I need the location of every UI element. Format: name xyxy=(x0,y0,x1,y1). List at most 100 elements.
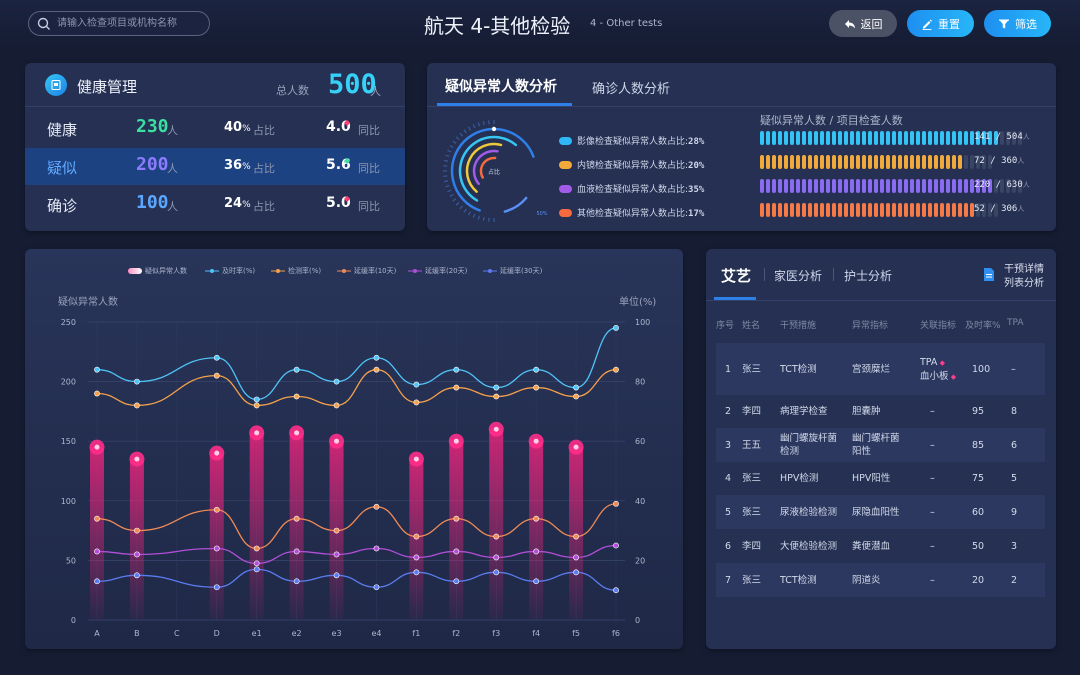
series-point[interactable] xyxy=(134,378,140,385)
tab-nurse[interactable]: 护士分析 xyxy=(844,269,893,283)
series-point[interactable] xyxy=(333,527,340,534)
table-row[interactable]: 4 张三 HPV检测 HPV阳性 – 75 5 xyxy=(716,462,1045,495)
series-point[interactable] xyxy=(333,402,340,409)
tab-aiyi[interactable]: 艾艺 xyxy=(721,267,752,285)
series-point[interactable] xyxy=(613,587,619,594)
series-point[interactable] xyxy=(533,384,540,391)
series-point[interactable] xyxy=(493,384,500,391)
bar[interactable] xyxy=(249,432,264,620)
series-point[interactable] xyxy=(213,545,220,552)
series-point[interactable] xyxy=(134,572,140,579)
bar[interactable] xyxy=(489,429,504,620)
series-point[interactable] xyxy=(213,372,220,379)
series-point[interactable] xyxy=(253,402,260,409)
chart-legend-item[interactable]: 延缓率(10天) xyxy=(337,266,396,276)
series-point[interactable] xyxy=(293,548,300,555)
series-point[interactable] xyxy=(413,381,420,388)
health-row[interactable]: 疑似 200 人 36% 占比 5.6 ◆ 同比 xyxy=(25,148,405,185)
series-point[interactable] xyxy=(213,584,220,591)
bar[interactable] xyxy=(209,453,224,620)
series-point[interactable] xyxy=(293,393,300,400)
chart-legend-item[interactable]: 延缓率(20天) xyxy=(408,266,467,276)
series-point[interactable] xyxy=(573,569,579,576)
tab-suspected[interactable]: 疑似异常人数分析 xyxy=(445,79,557,95)
series-point[interactable] xyxy=(453,578,460,585)
series-point[interactable] xyxy=(573,554,579,561)
chart-legend-item[interactable]: 及时率(%) xyxy=(205,266,255,276)
series-point[interactable] xyxy=(373,354,380,361)
table-row[interactable]: 1 张三 TCT检测 宫颈糜烂 TPA ◆ 血小板 ◆ 100– xyxy=(716,343,1045,395)
table-row[interactable]: 6 李四 大便检验检测 粪便潜血 – 50 3 xyxy=(716,529,1045,563)
table-row[interactable]: 2 李四 病理学检查 胆囊肿 – 95 8 xyxy=(716,395,1045,428)
series-point[interactable] xyxy=(493,569,500,576)
bar[interactable] xyxy=(409,459,424,620)
bar[interactable] xyxy=(569,447,584,620)
series-point[interactable] xyxy=(333,551,340,558)
series-point[interactable] xyxy=(213,506,220,513)
series-point[interactable] xyxy=(94,578,100,585)
series-point[interactable] xyxy=(293,366,300,373)
bar[interactable] xyxy=(129,459,144,620)
chart-legend-item[interactable]: 检测率(%) xyxy=(271,266,321,276)
series-point[interactable] xyxy=(134,402,140,409)
health-row[interactable]: 健康 230 人 40% 占比 4.0 ◆ 同比 xyxy=(25,110,405,147)
series-point[interactable] xyxy=(533,578,540,585)
series-point[interactable] xyxy=(373,545,380,552)
series-point[interactable] xyxy=(253,396,260,403)
tab-family-doctor[interactable]: 家医分析 xyxy=(774,269,823,283)
series-point[interactable] xyxy=(253,560,260,567)
series-point[interactable] xyxy=(293,515,300,522)
series-point[interactable] xyxy=(94,548,100,555)
series-point[interactable] xyxy=(134,551,140,558)
series-point[interactable] xyxy=(293,578,300,585)
chart-legend-item[interactable]: 疑似异常人数 xyxy=(128,266,187,276)
series-point[interactable] xyxy=(453,366,460,373)
table-row[interactable]: 3 王五 幽门螺旋杆菌 检测 幽门螺杆菌 阳性 –85 6 xyxy=(716,428,1045,462)
document-icon[interactable] xyxy=(984,268,994,281)
table-row[interactable]: 7 张三 TCT检测 阴道炎 – 20 2 xyxy=(716,563,1045,597)
series-point[interactable] xyxy=(533,548,540,555)
series-point[interactable] xyxy=(413,533,420,540)
series-point[interactable] xyxy=(453,548,460,555)
series-point[interactable] xyxy=(613,366,619,373)
series-point[interactable] xyxy=(94,390,100,397)
series-point[interactable] xyxy=(413,399,420,406)
series-point[interactable] xyxy=(533,515,540,522)
chart-legend-item[interactable]: 延缓率(30天) xyxy=(483,266,542,276)
series-point[interactable] xyxy=(373,584,380,591)
detail-link[interactable]: 干预详情 列表分析 xyxy=(1004,263,1044,291)
series-point[interactable] xyxy=(333,378,340,385)
series-point[interactable] xyxy=(573,393,579,400)
series-point[interactable] xyxy=(493,554,500,561)
series-point[interactable] xyxy=(373,503,380,510)
series-point[interactable] xyxy=(413,569,420,576)
series-point[interactable] xyxy=(613,325,619,331)
series-point[interactable] xyxy=(253,545,260,552)
series-point[interactable] xyxy=(253,566,260,573)
series-point[interactable] xyxy=(573,533,579,540)
bar[interactable] xyxy=(90,447,104,620)
series-point[interactable] xyxy=(213,354,220,361)
bar[interactable] xyxy=(529,441,544,620)
series-point[interactable] xyxy=(613,500,619,507)
series-point[interactable] xyxy=(613,542,619,549)
reset-button[interactable]: 重置 xyxy=(907,10,974,37)
series-point[interactable] xyxy=(373,366,380,373)
series-point[interactable] xyxy=(94,515,100,522)
bar[interactable] xyxy=(289,432,304,620)
back-button[interactable]: 返回 xyxy=(829,10,897,37)
series-point[interactable] xyxy=(453,384,460,391)
search-box[interactable] xyxy=(28,11,210,36)
filter-button[interactable]: 筛选 xyxy=(984,10,1051,37)
series-point[interactable] xyxy=(94,366,100,373)
table-row[interactable]: 5 张三 尿液检验检测 尿隐血阳性 – 60 9 xyxy=(716,495,1045,529)
series-point[interactable] xyxy=(493,533,500,540)
health-row[interactable]: 确诊 100 人 24% 占比 5.0 ◆ 同比 xyxy=(25,186,405,223)
bar[interactable] xyxy=(449,441,464,620)
series-point[interactable] xyxy=(333,572,340,579)
search-input[interactable] xyxy=(57,15,205,32)
series-point[interactable] xyxy=(533,366,540,373)
series-point[interactable] xyxy=(134,527,140,534)
tab-confirmed[interactable]: 确诊人数分析 xyxy=(592,82,671,97)
series-point[interactable] xyxy=(413,554,420,561)
